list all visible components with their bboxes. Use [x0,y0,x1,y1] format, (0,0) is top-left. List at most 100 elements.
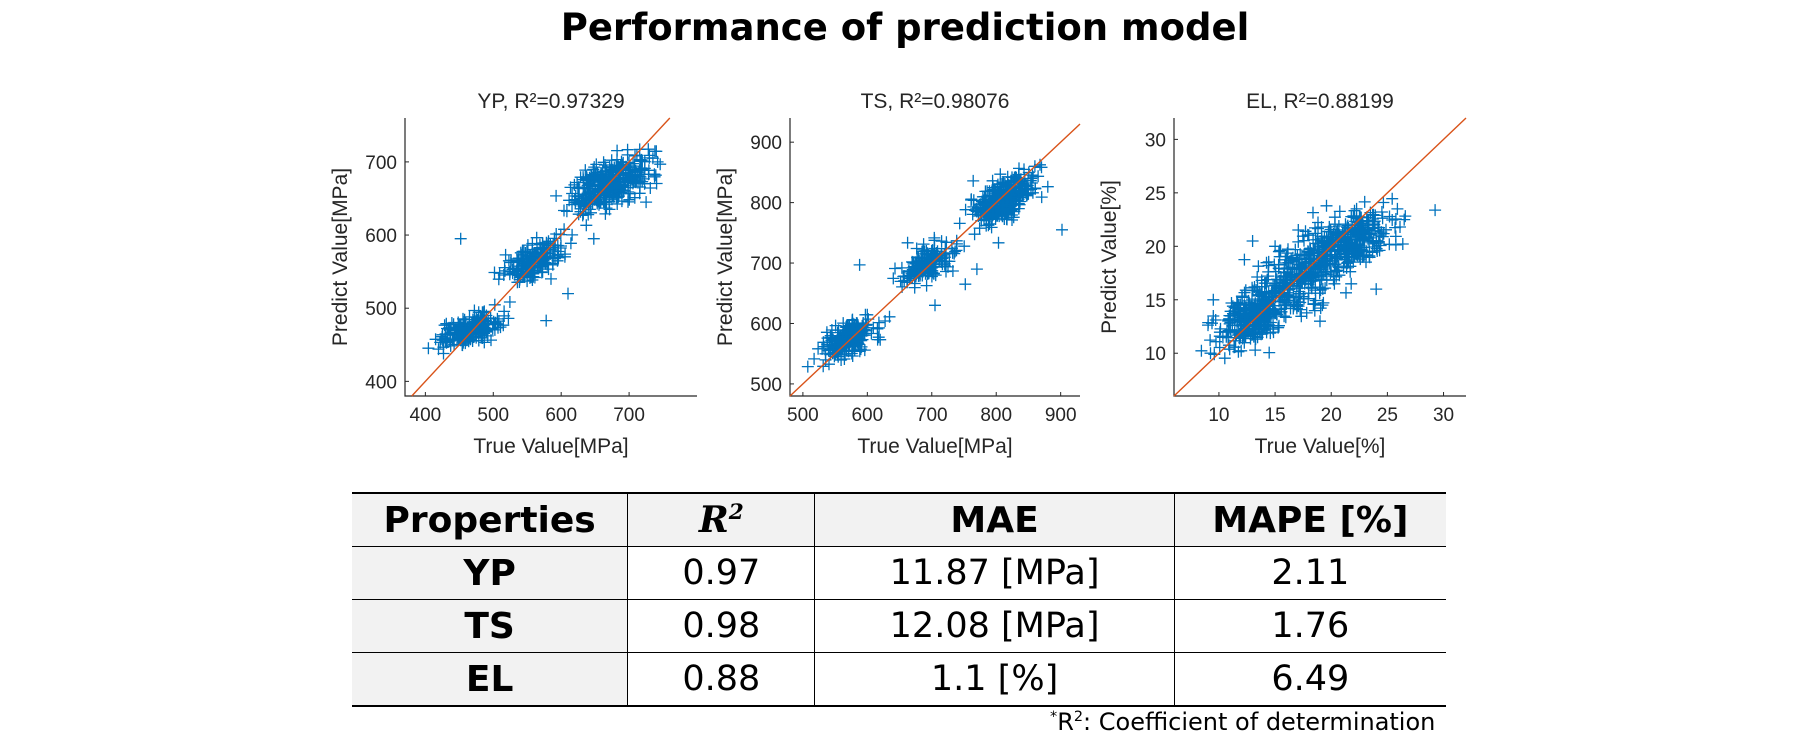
data-point [1272,321,1285,334]
data-point [907,260,920,273]
data-point [959,278,972,291]
data-point [579,191,591,204]
data-point [612,160,625,173]
header-mape: MAPE [%] [1173,492,1446,547]
data-point [1032,170,1045,183]
data-point [872,316,885,329]
data-point [980,196,993,208]
data-point [922,262,934,275]
data-point [1369,209,1382,222]
data-point [1222,339,1235,352]
data-point [1195,344,1208,357]
data-point [852,338,865,351]
data-point [1204,347,1217,360]
data-point [979,208,992,221]
data-point [1016,177,1029,190]
chart-title: TS, R²=0.98076 [861,90,1010,113]
data-point [623,193,636,206]
x-tick-label: 600 [851,405,883,426]
data-point [909,261,922,274]
data-point [1003,185,1016,198]
data-point [991,178,1004,191]
cell-property: YP [352,546,628,600]
data-point [1292,224,1305,236]
cell-mae: 1.1 [%] [814,652,1175,707]
data-point [1235,344,1248,357]
data-point [1341,238,1354,251]
data-point [1273,250,1286,263]
data-point [502,254,515,267]
reference-line [789,123,1081,397]
data-point [1282,243,1294,256]
data-point [959,203,972,216]
data-point [1214,322,1227,335]
data-point [597,156,610,169]
data-point [633,143,646,156]
data-point [1041,180,1054,193]
data-point [572,181,585,193]
data-point [910,242,923,255]
data-point [1241,309,1254,322]
data-point [1429,204,1442,217]
data-point [1307,247,1320,260]
data-point [1293,256,1306,268]
data-point [1275,305,1288,318]
table-row: EL 0.88 1.1 [%] 6.49 [352,652,1446,707]
data-point [1300,306,1313,319]
data-point [1292,235,1305,248]
y-tick-label: 600 [365,226,397,247]
data-point [1239,301,1252,314]
data-point [485,334,497,347]
data-point [1346,224,1359,237]
data-point [615,195,628,208]
data-point [976,190,989,203]
y-tick-label: 400 [365,372,397,393]
data-point [1329,229,1342,241]
data-point [920,279,933,292]
data-point [1320,199,1333,212]
data-point [992,236,1005,249]
data-point [1279,277,1292,290]
data-point [1261,273,1274,286]
data-point [1035,161,1048,174]
data-point [1251,304,1264,317]
data-point [1293,290,1305,303]
data-point [1376,212,1389,225]
x-axis-label: True Value[MPa] [857,435,1012,458]
data-point [1338,240,1351,253]
data-point [1398,213,1411,226]
data-point [991,185,1004,198]
data-point [583,171,596,184]
footnote: *R2: Coefficient of determination [1050,708,1435,736]
data-point [504,256,517,269]
data-point [1020,189,1033,202]
data-point [958,240,971,253]
footnote-text: : Coefficient of determination [1083,708,1436,736]
data-point [872,331,885,344]
data-point [650,177,663,190]
data-point [1320,274,1333,287]
data-point [1226,319,1239,332]
data-point [1389,221,1402,234]
data-point [1308,304,1321,317]
data-point [1281,294,1294,307]
data-point [1309,266,1322,279]
data-point [527,266,540,279]
data-point [858,327,871,340]
data-point [823,343,836,356]
data-point [973,222,986,235]
axis-lines [404,118,697,397]
data-point [471,321,484,334]
y-tick-label: 700 [750,254,782,275]
data-point [1313,287,1326,300]
data-point [579,200,592,213]
data-point [879,315,892,327]
data-point [1307,206,1319,219]
y-axis-label: Predict Value[MPa] [329,168,352,346]
data-point [1340,261,1353,274]
data-point [1340,286,1352,299]
data-point [968,228,981,241]
data-point [940,236,953,249]
y-tick-label: 800 [750,194,782,215]
data-point [895,261,908,274]
